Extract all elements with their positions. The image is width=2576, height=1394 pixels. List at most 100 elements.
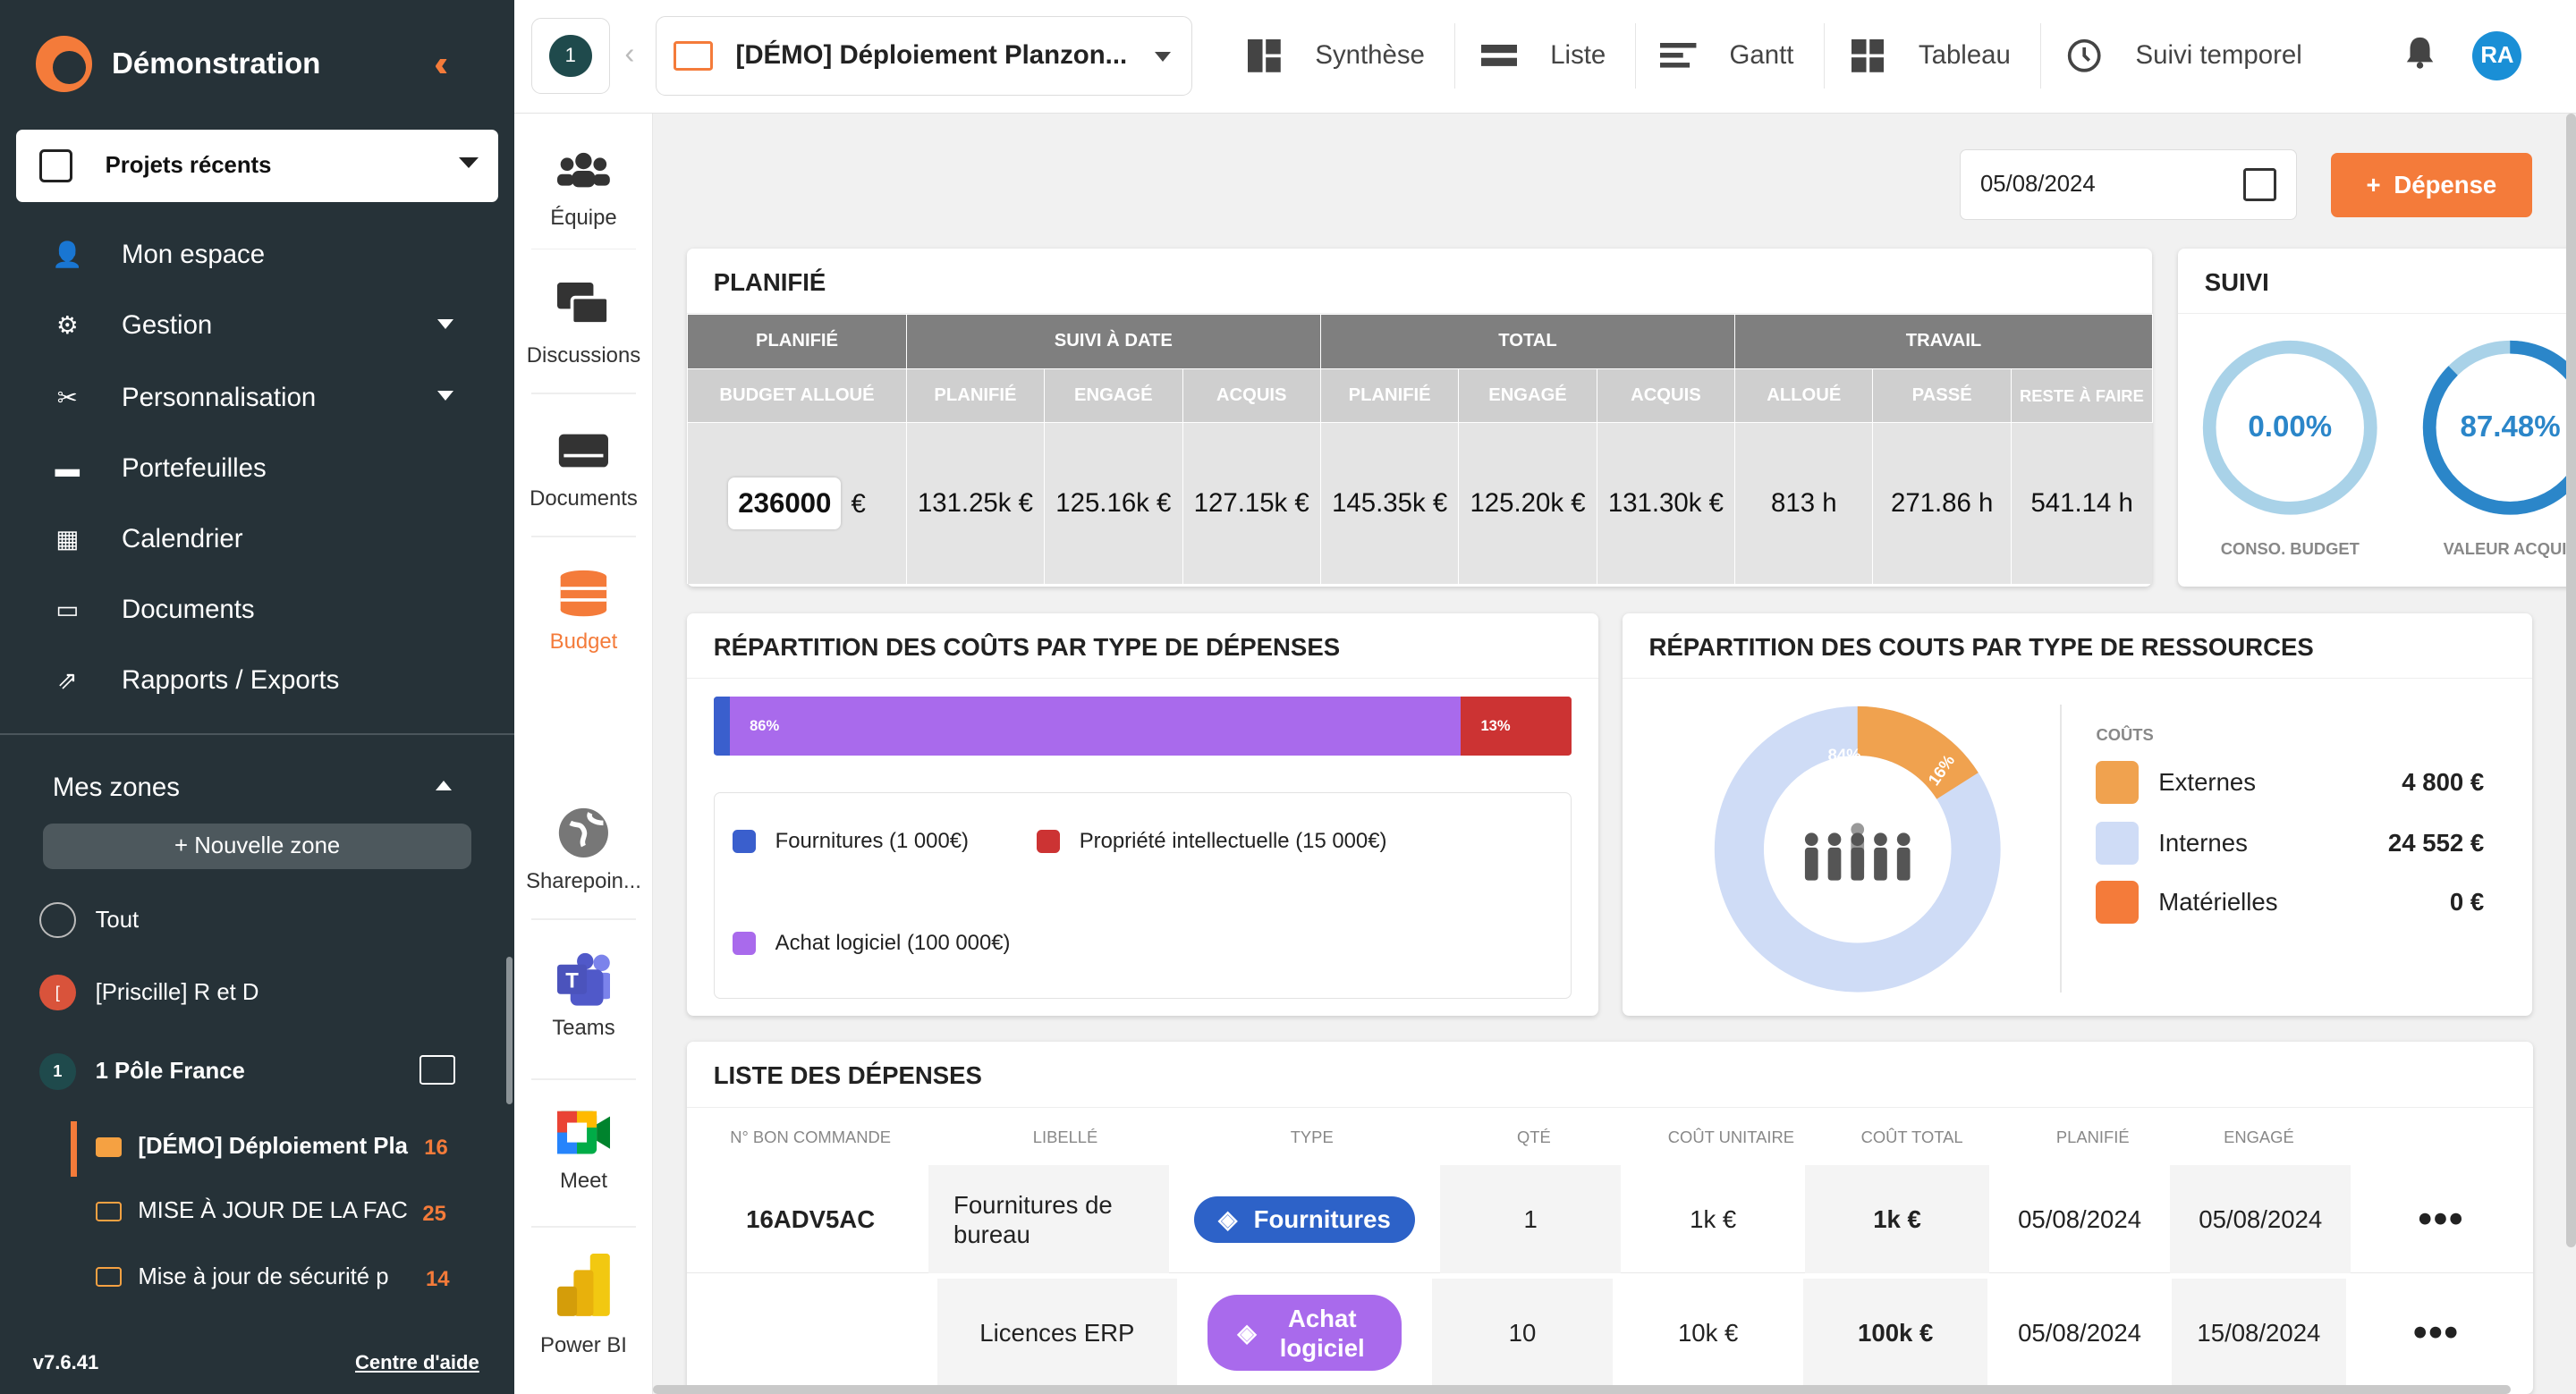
gauge-budget-consumption: 0.00% CONSO. BUDGET bbox=[2201, 339, 2379, 558]
card-title: LISTE DES DÉPENSES bbox=[687, 1042, 2534, 1108]
zone-badge: 1 bbox=[548, 34, 592, 78]
expense-stacked-bar: 1%86%13% bbox=[713, 697, 1572, 756]
tools-icon: ✂ bbox=[56, 384, 78, 412]
horizontal-scrollbar[interactable] bbox=[652, 1385, 2511, 1394]
collapse-sidebar-icon[interactable]: ‹‹ bbox=[434, 42, 447, 84]
folder-stack-icon: ▬ bbox=[55, 453, 80, 482]
table-row[interactable]: 16ADV5AC Fournitures de bureau ◈ Fournitu… bbox=[687, 1165, 2534, 1274]
view-label: Suivi temporel bbox=[2135, 40, 2302, 71]
list-icon bbox=[1481, 39, 1518, 72]
calendar-icon: ▦ bbox=[55, 525, 80, 553]
svg-text:T: T bbox=[565, 969, 579, 993]
bell-icon[interactable] bbox=[2405, 36, 2435, 70]
costs-header: COÛTS bbox=[2096, 724, 2154, 744]
tool-documents[interactable]: Documents bbox=[514, 427, 652, 511]
nav-personnalisation[interactable]: ✂ Personnalisation bbox=[49, 378, 493, 418]
zone-item-priscille[interactable]: [[Priscille] R et D bbox=[39, 973, 259, 1012]
date-picker[interactable]: 05/08/2024 bbox=[1959, 149, 2297, 221]
column-header: COÛT UNITAIRE bbox=[1667, 1127, 1795, 1146]
zone-selector[interactable]: 1 bbox=[530, 18, 610, 94]
total-cost: 1k € bbox=[1805, 1165, 1989, 1274]
table-row[interactable]: Licences ERP ◈ Achat logiciel 10 10k € 10… bbox=[687, 1278, 2533, 1388]
value-cell: 131.30k € bbox=[1596, 422, 1735, 584]
sidebar-scrollbar[interactable] bbox=[506, 956, 513, 1105]
user-avatar[interactable]: RA bbox=[2472, 30, 2522, 81]
clock-icon bbox=[2066, 39, 2102, 72]
project-item[interactable]: MISE À JOUR DE LA FAC bbox=[95, 1193, 408, 1229]
gauge-earned-value: 87.48% VALEUR ACQUIS bbox=[2421, 339, 2576, 558]
project-selector[interactable]: [DÉMO] Déploiement Planzon... bbox=[656, 16, 1192, 96]
project-label: [DÉMO] Déploiement Pla bbox=[138, 1134, 408, 1160]
export-icon: ⇗ bbox=[56, 666, 78, 695]
tag-icon: ◈ bbox=[1218, 1205, 1238, 1234]
project-count: 16 bbox=[424, 1136, 448, 1161]
project-item[interactable]: Mise à jour de sécurité p bbox=[95, 1259, 408, 1295]
project-item-active[interactable]: [DÉMO] Déploiement Pla bbox=[95, 1129, 425, 1165]
tool-powerbi[interactable]: Power BI bbox=[514, 1254, 652, 1357]
nav-gestion[interactable]: ⚙ Gestion bbox=[49, 306, 493, 345]
zone-badge: 1 bbox=[39, 1053, 76, 1090]
main-scrollbar[interactable] bbox=[2566, 113, 2576, 1248]
column-header: TYPE bbox=[1290, 1127, 1334, 1146]
total-cost: 100k € bbox=[1803, 1278, 1988, 1388]
date-value: 05/08/2024 bbox=[1979, 172, 2096, 198]
help-center-link[interactable]: Centre d'aide bbox=[355, 1350, 479, 1373]
view-synthese[interactable]: Synthèse bbox=[1246, 22, 1455, 89]
zone-item-tout[interactable]: Tout bbox=[39, 900, 139, 940]
committed-date: 15/08/2024 bbox=[2171, 1278, 2346, 1388]
project-count: 25 bbox=[422, 1201, 446, 1226]
view-suivi-temporel[interactable]: Suivi temporel bbox=[2066, 23, 2331, 89]
divider bbox=[530, 536, 637, 537]
budget-allocated-input[interactable]: 236000 bbox=[728, 477, 842, 530]
more-options-icon[interactable]: ••• bbox=[2412, 1310, 2460, 1355]
tool-meet[interactable]: Meet bbox=[514, 1110, 652, 1194]
legend-item: Achat logiciel (100 000€) bbox=[732, 931, 1010, 956]
legend-item: Propriété intellectuelle (15 000€) bbox=[1036, 829, 1386, 854]
view-label: Liste bbox=[1550, 40, 1606, 71]
resource-value: 0 € bbox=[2449, 888, 2485, 917]
team-icon bbox=[557, 147, 610, 192]
view-liste[interactable]: Liste bbox=[1481, 22, 1637, 89]
tool-sharepoint[interactable]: Sharepoin... bbox=[514, 808, 652, 894]
tool-discussions[interactable]: Discussions bbox=[514, 283, 652, 368]
board-icon bbox=[1850, 39, 1885, 72]
users-gear-icon: ⚙ bbox=[55, 311, 79, 340]
add-expense-label: Dépense bbox=[2394, 170, 2497, 199]
brand[interactable]: Démonstration bbox=[36, 36, 320, 92]
zone-label: [Priscille] R et D bbox=[95, 979, 259, 1005]
tool-equipe[interactable]: Équipe bbox=[514, 147, 652, 231]
value-cell: 131.25k € bbox=[905, 422, 1045, 584]
add-expense-button[interactable]: + Dépense bbox=[2331, 152, 2532, 217]
recent-projects-dropdown[interactable]: Projets récents bbox=[16, 130, 498, 203]
view-gantt[interactable]: Gantt bbox=[1660, 22, 1825, 89]
column-header: ENGAGÉ bbox=[1458, 368, 1597, 424]
powerbi-icon bbox=[557, 1254, 610, 1320]
resource-label: Externes bbox=[2158, 767, 2257, 796]
nav-portefeuilles[interactable]: ▬ Portefeuilles bbox=[49, 449, 493, 488]
planned-date: 05/08/2024 bbox=[2018, 1204, 2142, 1233]
sidebar: Démonstration ‹‹ Projets récents 👤 Mon es… bbox=[0, 0, 515, 1394]
more-options-icon[interactable]: ••• bbox=[2418, 1196, 2465, 1241]
order-number bbox=[704, 1279, 918, 1387]
view-tableau[interactable]: Tableau bbox=[1850, 22, 2041, 89]
tool-teams[interactable]: T Teams bbox=[514, 953, 652, 1041]
nav-documents[interactable]: ▭ Documents bbox=[49, 590, 493, 629]
resource-donut-chart: 84% 16% bbox=[1715, 706, 2001, 993]
chevron-up-icon[interactable] bbox=[436, 781, 453, 791]
chevron-left-icon[interactable]: ‹ bbox=[624, 38, 635, 72]
nav-mon-espace[interactable]: 👤 Mon espace bbox=[49, 235, 493, 275]
nav-rapports[interactable]: ⇗ Rapports / Exports bbox=[49, 661, 493, 700]
user-desk-icon: 👤 bbox=[52, 241, 83, 269]
chevron-down-icon bbox=[458, 157, 479, 168]
circles-icon bbox=[39, 902, 76, 939]
zone-item-pole-france[interactable]: 1 1 Pôle France bbox=[39, 1052, 245, 1091]
tool-label: Teams bbox=[552, 1015, 615, 1040]
app-logo-icon bbox=[36, 36, 92, 92]
tool-budget[interactable]: Budget bbox=[514, 570, 652, 655]
active-indicator bbox=[71, 1120, 78, 1177]
new-zone-button[interactable]: + Nouvelle zone bbox=[42, 823, 472, 870]
column-header: ALLOUÉ bbox=[1734, 368, 1874, 424]
add-folder-icon[interactable] bbox=[419, 1054, 456, 1086]
nav-calendrier[interactable]: ▦ Calendrier bbox=[49, 520, 493, 559]
card-title: RÉPARTITION DES COUTS PAR TYPE DE RESSOU… bbox=[1623, 613, 2532, 680]
